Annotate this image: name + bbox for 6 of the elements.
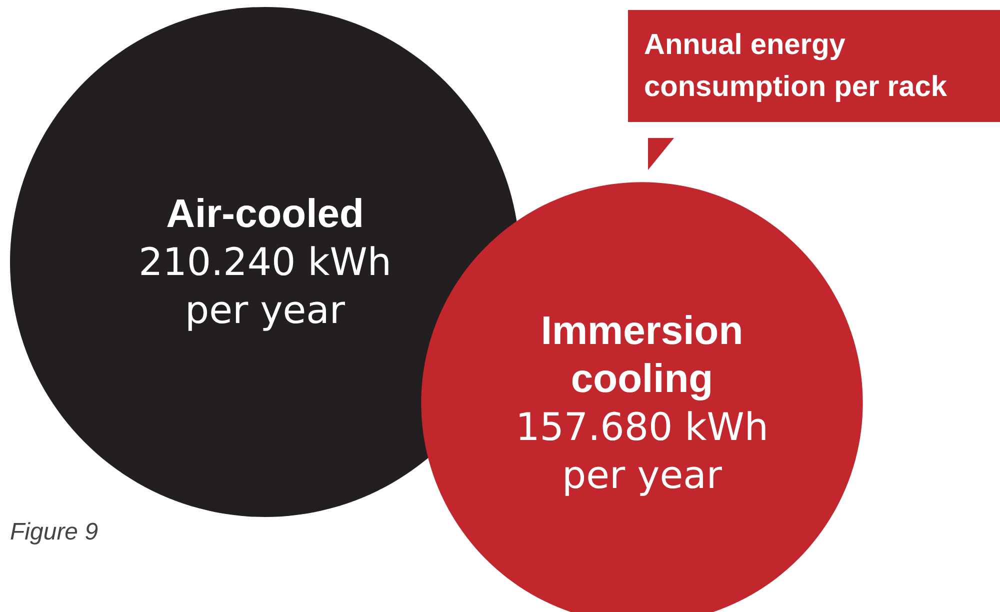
category-label: Air-cooled bbox=[166, 192, 364, 236]
data-label: 210.240 kWh per year bbox=[138, 240, 392, 332]
caption: Figure 9 bbox=[10, 518, 98, 546]
data-label: 157.680 kWh per year bbox=[516, 405, 768, 497]
category-label: Immersion cooling bbox=[540, 309, 744, 401]
text: Annual energy consumption per rack bbox=[644, 29, 948, 103]
